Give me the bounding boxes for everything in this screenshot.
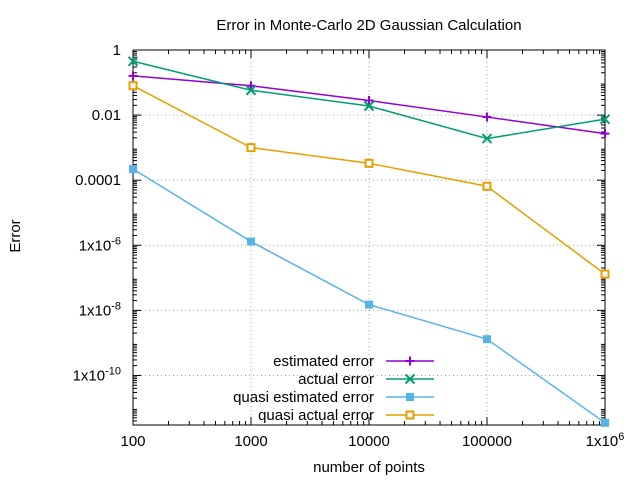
x-tick-label: 10000 (348, 433, 390, 450)
data-point (128, 81, 138, 91)
x-tick-label: 1000 (234, 433, 267, 450)
series-estimated-error (128, 71, 610, 139)
data-point (128, 71, 138, 81)
data-point (364, 158, 374, 168)
x-tick-label: 100 (120, 433, 145, 450)
data-point (599, 113, 611, 125)
data-point (127, 56, 139, 67)
data-point (246, 81, 256, 91)
data-point (404, 373, 416, 385)
y-tick-label: 1x10-10 (73, 365, 121, 384)
y-tick-label: 0.0001 (75, 172, 121, 189)
x-axis-label: number of points (313, 459, 425, 476)
legend-label: estimated error (273, 353, 374, 370)
data-point (405, 356, 415, 366)
data-point (129, 165, 137, 174)
y-axis-label: Error (7, 219, 24, 252)
axes: 1 0.01 0.0001 1x10-6 1x10-8 1x10-10 100 1000 100… (73, 42, 625, 450)
series-quasi-estimated-error (129, 165, 609, 427)
data-point (481, 133, 493, 144)
data-point (246, 143, 256, 153)
x-tick-label: 100000 (462, 433, 512, 450)
data-point (247, 237, 255, 246)
data-point (482, 112, 492, 122)
data-point (601, 418, 609, 427)
series-actual-error (127, 56, 611, 144)
data-point (365, 300, 373, 309)
series-layer (127, 56, 611, 427)
y-tick-label: 0.01 (92, 107, 121, 124)
y-tick-label: 1 (113, 42, 121, 59)
data-point (483, 335, 491, 344)
data-point (600, 269, 610, 279)
legend-label: actual error (298, 371, 374, 388)
data-point (406, 393, 414, 401)
plot-border (132, 49, 606, 426)
legend-label: quasi estimated error (233, 389, 374, 406)
chart-title: Error in Monte-Carlo 2D Gaussian Calcula… (216, 17, 521, 34)
data-point (364, 96, 374, 106)
data-point (363, 100, 375, 112)
legend-label: quasi actual error (258, 407, 374, 424)
data-point (245, 85, 257, 96)
y-tick-label: 1x10-6 (79, 235, 121, 254)
data-point (482, 181, 492, 191)
data-point (405, 410, 415, 420)
series-quasi-actual-error (128, 81, 610, 279)
y-tick-label: 1x10-8 (79, 300, 121, 319)
data-point (600, 129, 610, 139)
x-tick-label: 1x106 (586, 431, 625, 450)
